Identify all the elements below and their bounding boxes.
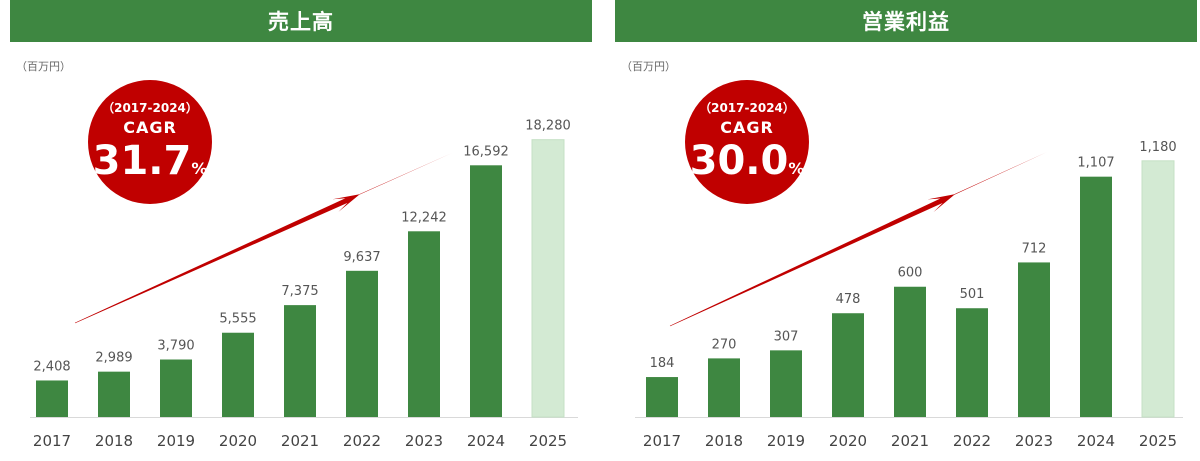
- operating-income-bar-2018: [708, 358, 740, 417]
- operating-income-x-tick-2021: 2021: [891, 432, 929, 450]
- operating-income-growth-arrow: [669, 152, 1047, 327]
- sales-value-label-2025: 18,280: [525, 119, 571, 134]
- operating-income-x-tick-2018: 2018: [705, 432, 743, 450]
- sales-x-tick-2022: 2022: [343, 432, 381, 450]
- operating-income-value-label-2024: 1,107: [1077, 156, 1114, 171]
- operating-income-value-label-2017: 184: [650, 356, 675, 371]
- operating-income-cagr-label: CAGR: [720, 118, 774, 137]
- sales-x-tick-2017: 2017: [33, 432, 71, 450]
- operating-income-bar-2017: [646, 377, 678, 417]
- sales-title: 売上高: [10, 0, 592, 42]
- sales-value-label-2018: 2,989: [95, 351, 132, 366]
- operating-income-value-label-2020: 478: [836, 292, 861, 307]
- sales-growth-arrow: [74, 153, 453, 324]
- operating-income-cagr-percent: %: [788, 159, 805, 178]
- sales-cagr-badge: （2017-2024） CAGR 31.7%: [88, 80, 212, 204]
- operating-income-value-label-2025: 1,180: [1139, 140, 1176, 155]
- sales-bar-2017: [36, 380, 68, 417]
- sales-value-label-2023: 12,242: [401, 210, 447, 225]
- sales-cagr-period: （2017-2024）: [102, 101, 198, 115]
- operating-income-unit-label: （百万円）: [621, 60, 676, 73]
- sales-x-tick-2020: 2020: [219, 432, 257, 450]
- operating-income-bar-2021: [894, 286, 926, 417]
- operating-income-value-label-2019: 307: [774, 329, 799, 344]
- sales-x-tick-2025: 2025: [529, 432, 567, 450]
- operating-income-cagr-badge: （2017-2024） CAGR 30.0%: [685, 80, 809, 204]
- sales-value-label-2017: 2,408: [33, 359, 70, 374]
- operating-income-x-tick-2017: 2017: [643, 432, 681, 450]
- sales-value-label-2019: 3,790: [157, 339, 194, 354]
- sales-bar-2019: [160, 359, 192, 417]
- operating-income-title: 営業利益: [615, 0, 1197, 42]
- operating-income-cagr-value: 30.0: [689, 138, 789, 184]
- operating-income-x-tick-2025: 2025: [1139, 432, 1177, 450]
- sales-value-label-2022: 9,637: [343, 250, 380, 265]
- sales-chart: 2,408 2017 2,989 2018 3,790 2019 5,555 2020 7,37…: [30, 119, 578, 450]
- operating-income-bar-2024: [1080, 176, 1112, 417]
- sales-x-tick-2019: 2019: [157, 432, 195, 450]
- sales-value-label-2020: 5,555: [219, 312, 256, 327]
- sales-x-tick-2018: 2018: [95, 432, 133, 450]
- operating-income-bar-2023: [1018, 262, 1050, 417]
- sales-panel: 売上高 （百万円） 2,408 2017 2,989 2018 3,790 2019 5,5…: [10, 0, 592, 461]
- operating-income-value-label-2021: 600: [898, 266, 923, 281]
- sales-bar-2021: [284, 305, 316, 417]
- sales-bar-2018: [98, 371, 130, 417]
- sales-value-label-2021: 7,375: [281, 284, 318, 299]
- sales-unit-label: （百万円）: [16, 60, 71, 73]
- operating-income-cagr-value-wrap: 30.0%: [685, 137, 809, 193]
- operating-income-x-tick-2020: 2020: [829, 432, 867, 450]
- operating-income-bar-2022: [956, 308, 988, 417]
- operating-income-panel: 営業利益 （百万円） 184 2017 270 2018 307 2019 478 2020 6…: [615, 0, 1197, 461]
- operating-income-bar-2019: [770, 350, 802, 417]
- sales-bar-2022: [346, 270, 378, 417]
- operating-income-bar-2025: [1141, 160, 1175, 418]
- operating-income-x-tick-2023: 2023: [1015, 432, 1053, 450]
- operating-income-cagr-period: （2017-2024）: [699, 101, 795, 115]
- operating-income-x-tick-2024: 2024: [1077, 432, 1115, 450]
- sales-x-tick-2021: 2021: [281, 432, 319, 450]
- sales-bar-2024: [470, 165, 502, 417]
- sales-bar-2023: [408, 231, 440, 417]
- operating-income-x-tick-2019: 2019: [767, 432, 805, 450]
- sales-value-label-2024: 16,592: [463, 144, 509, 159]
- sales-x-tick-2024: 2024: [467, 432, 505, 450]
- sales-bar-2025: [531, 139, 565, 418]
- operating-income-x-tick-2022: 2022: [953, 432, 991, 450]
- operating-income-value-label-2023: 712: [1022, 241, 1047, 256]
- sales-cagr-value: 31.7: [92, 138, 192, 184]
- operating-income-value-label-2022: 501: [960, 287, 985, 302]
- sales-bar-2020: [222, 332, 254, 417]
- sales-x-tick-2023: 2023: [405, 432, 443, 450]
- operating-income-value-label-2018: 270: [712, 337, 737, 352]
- sales-cagr-percent: %: [191, 159, 208, 178]
- sales-cagr-value-wrap: 31.7%: [88, 137, 212, 193]
- operating-income-bar-2020: [832, 313, 864, 417]
- operating-income-chart: 184 2017 270 2018 307 2019 478 2020 600 2021 501 20…: [635, 140, 1183, 450]
- sales-cagr-label: CAGR: [123, 118, 177, 137]
